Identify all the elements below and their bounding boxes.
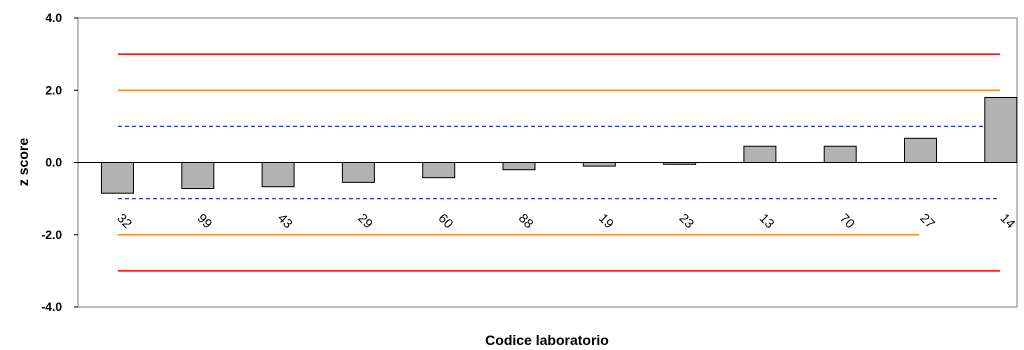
bar-60 (422, 162, 456, 179)
bar-32 (101, 162, 134, 194)
bar-43 (261, 162, 295, 188)
bar-13 (743, 145, 777, 163)
x-axis-title: Codice laboratorio (485, 332, 609, 348)
bar-70 (823, 145, 857, 163)
y-axis-ticks: -4.0 -2.0 0.0 2.0 4.0 (41, 11, 78, 314)
bar-88 (502, 162, 536, 171)
y-tick-label: 4.0 (45, 11, 62, 25)
y-axis-title: z score (15, 138, 31, 186)
y-tick-label: 2.0 (45, 83, 62, 97)
y-tick-label: -4.0 (41, 300, 62, 314)
bars (101, 96, 1018, 194)
y-tick-label: 0.0 (45, 156, 62, 170)
bar-27 (904, 137, 937, 163)
bar-14 (984, 96, 1018, 163)
bar-29 (341, 162, 375, 183)
bar-99 (181, 162, 215, 190)
bar-23 (663, 162, 697, 165)
bar-19 (582, 162, 616, 167)
y-tick-label: -2.0 (41, 228, 62, 242)
reference-lines (118, 53, 1000, 272)
